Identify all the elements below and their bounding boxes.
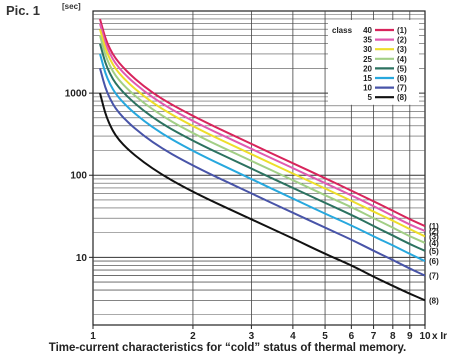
legend-entry-tag: (8): [397, 93, 407, 102]
legend-entry-label: 25: [363, 55, 372, 64]
figure-label: Pic. 1: [6, 3, 40, 18]
x-tick-label: 4: [290, 331, 296, 340]
series-line-class-5: [99, 92, 425, 302]
legend-entry-label: 10: [363, 84, 372, 93]
legend-entry-label: 40: [363, 26, 372, 35]
legend-entry-tag: (2): [397, 36, 407, 45]
legend-entry-label: 15: [363, 74, 372, 83]
series-line-class-15: [99, 53, 425, 263]
legend-entry-tag: (4): [397, 55, 407, 64]
series-line-class-25: [99, 35, 425, 244]
x-axis-ticks: 1 2 3 4 5 6 7 8 9 10 x Ir: [90, 325, 447, 340]
time-current-chart: 1 2 3 4 5 6 7 8 9 10 x Ir101001000(1)(2)(3)(4)(5)(…: [65, 10, 447, 340]
series-end-tag: (2): [429, 227, 439, 236]
legend-entry-label: 30: [363, 45, 372, 54]
legend-background: [328, 20, 419, 105]
y-tick-label: 10: [76, 253, 88, 264]
figure-caption: Time-current characteristics for “cold” …: [48, 342, 407, 354]
series-line-class-35: [99, 23, 425, 232]
y-tick-label: 1000: [65, 89, 88, 100]
legend-entry-tag: (1): [397, 26, 407, 35]
series-end-tag: (5): [429, 247, 439, 256]
series-line-class-40: [99, 18, 425, 228]
legend-title: class: [332, 26, 353, 35]
legend-entry-tag: (3): [397, 45, 407, 54]
legend-entry-label: 35: [363, 36, 372, 45]
series-end-tag: (6): [429, 257, 439, 266]
legend: class 40 (1) 35 (2) 30 (3) 25 (4) 20 (5) 15 (6) 10 (7)…: [328, 20, 419, 105]
legend-entry-tag: (7): [397, 84, 407, 93]
legend-entry-tag: (6): [397, 74, 407, 83]
y-axis-unit-label: [sec]: [62, 2, 81, 11]
x-tick-label: 7: [371, 331, 377, 340]
series-end-tag: (1): [429, 222, 439, 231]
series-end-tag: (7): [429, 272, 439, 281]
legend-entry-tag: (5): [397, 64, 407, 73]
series-end-tag: (3): [429, 232, 439, 241]
series-line-class-30: [99, 28, 425, 238]
series-end-tag: (8): [429, 296, 439, 305]
y-tick-label: 100: [70, 171, 87, 182]
x-tick-label: 6: [349, 331, 355, 340]
series-end-tag: (4): [429, 239, 439, 248]
x-axis-unit-label: x Ir: [432, 331, 447, 340]
x-tick-label: 1: [90, 331, 96, 340]
series-end-tags: (1)(2)(3)(4)(5)(6) (7) (8): [429, 222, 439, 305]
x-tick-label: 3: [249, 331, 255, 340]
legend-entry-label: 5: [368, 93, 373, 102]
legend-entry-label: 20: [363, 64, 372, 73]
x-tick-label: 5: [322, 331, 328, 340]
series-line-class-20: [99, 43, 425, 252]
x-tick-label: 2: [190, 331, 196, 340]
x-tick-label: 10: [419, 331, 431, 340]
series-line-class-10: [99, 68, 425, 277]
x-tick-label: 8: [390, 331, 396, 340]
series-lines: [99, 18, 425, 302]
y-axis-ticks: 10 100 1000: [65, 89, 93, 264]
x-tick-label: 9: [407, 331, 413, 340]
